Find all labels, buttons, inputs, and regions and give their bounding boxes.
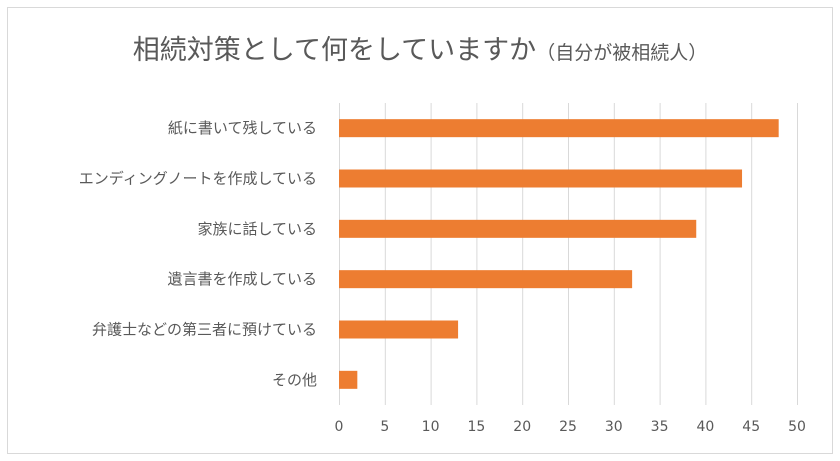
bar	[339, 370, 358, 389]
category-label: 家族に話している	[197, 220, 317, 238]
x-tick-label: 40	[696, 419, 714, 435]
chart-title-main: 相続対策として何をしていますか	[132, 35, 537, 66]
bar	[339, 119, 779, 138]
x-tick-label: 25	[559, 419, 577, 435]
x-tick-label: 15	[467, 419, 485, 435]
bar	[339, 320, 459, 339]
category-label: 遺言書を作成している	[167, 270, 317, 288]
x-tick-label: 5	[380, 419, 389, 435]
chart-title: 相続対策として何をしていますか（自分が被相続人）	[0, 28, 840, 67]
bar	[339, 169, 743, 188]
bar	[339, 270, 633, 289]
category-label: その他	[272, 371, 317, 389]
category-label: 弁護士などの第三者に預けている	[92, 321, 317, 339]
bar	[339, 219, 697, 238]
category-label: 紙に書いて残している	[168, 119, 317, 137]
x-tick-label: 30	[605, 419, 623, 435]
x-tick-label: 45	[742, 419, 760, 435]
x-tick-label: 35	[651, 419, 669, 435]
chart-subtitle: （自分が被相続人）	[536, 42, 708, 64]
category-label: エンディングノートを作成している	[79, 170, 317, 188]
x-tick-label: 0	[335, 419, 344, 435]
x-tick-label: 20	[513, 419, 531, 435]
x-tick-label: 10	[422, 419, 440, 435]
x-tick-label: 50	[788, 419, 806, 435]
